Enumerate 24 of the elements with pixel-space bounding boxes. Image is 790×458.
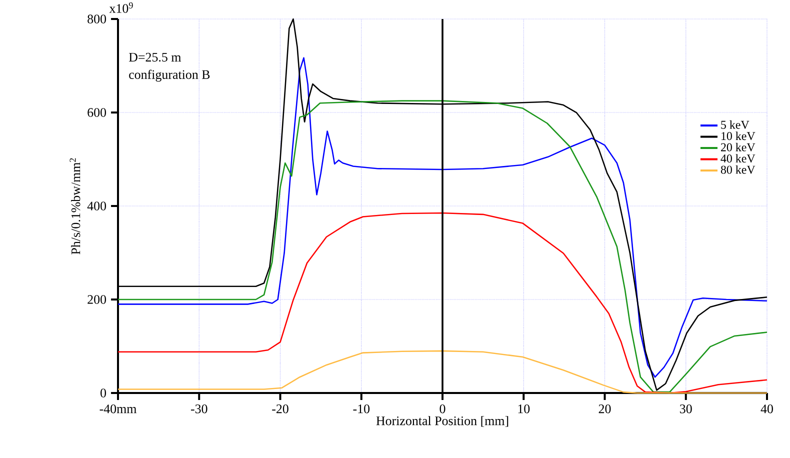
y-tick-label: 800 <box>88 14 106 24</box>
y-axis-title: Ph/s/0.1%bw/mm$^{2}$ <box>70 158 80 254</box>
x-tick-label: -20 <box>272 404 288 414</box>
text: x10$^{9}$ <box>109 2 133 13</box>
x-tick-label: -10 <box>353 404 370 414</box>
annotation: D=25.5 m <box>128 52 182 62</box>
x-tick-label: 10 <box>518 404 530 414</box>
y-tick-label: 0 <box>100 388 106 398</box>
x-tick-label: 20 <box>598 404 611 414</box>
x-tick-label: 40 <box>760 404 773 414</box>
legend-label: 80 keV <box>720 165 756 174</box>
x-tick-label: -30 <box>190 404 208 414</box>
annotation: configuration B <box>129 70 210 82</box>
x-tick-label: 30 <box>680 404 692 414</box>
x-tick-label: 0 <box>440 404 446 414</box>
legend-label: 40 keV <box>720 154 756 163</box>
x-tick-label: -40mm <box>100 404 137 414</box>
y-tick-label: 400 <box>87 202 106 210</box>
legend-label: 10 keV <box>722 132 756 140</box>
y-tick-label: 200 <box>88 295 106 304</box>
legend-label: 5 keV <box>721 120 750 129</box>
x-axis-title: Horizontal Position [mm] <box>376 416 508 427</box>
legend-label: 20 keV <box>721 142 756 152</box>
y-tick-label: 600 <box>88 108 106 117</box>
